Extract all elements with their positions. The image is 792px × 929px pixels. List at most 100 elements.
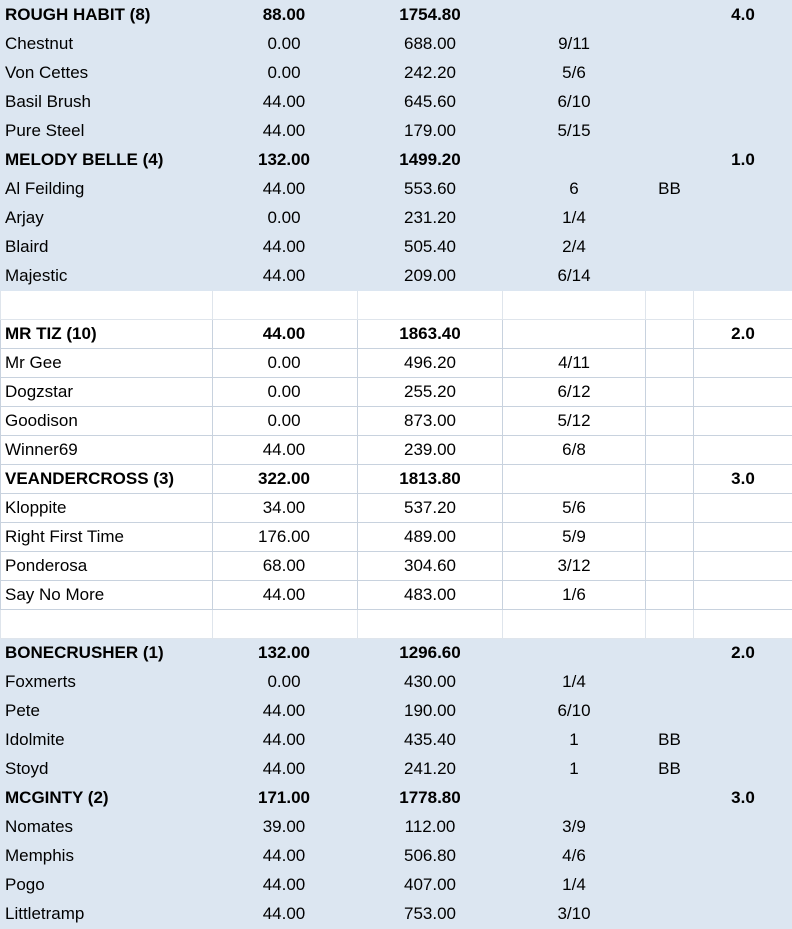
name-cell: Von Cettes — [1, 59, 213, 88]
flag-cell — [646, 784, 694, 813]
record-cell: 6/14 — [503, 262, 646, 291]
points-cell: 44.00 — [213, 755, 358, 784]
points-cell: 0.00 — [213, 407, 358, 436]
total-cell: 506.80 — [358, 842, 503, 871]
total-cell: 1499.20 — [358, 146, 503, 175]
points-cell: 44.00 — [213, 697, 358, 726]
total-cell — [358, 610, 503, 639]
total-cell: 1863.40 — [358, 320, 503, 349]
flag-cell — [646, 813, 694, 842]
name-cell: Chestnut — [1, 30, 213, 59]
record-cell — [503, 146, 646, 175]
points-cell: 0.00 — [213, 668, 358, 697]
record-cell — [503, 610, 646, 639]
name-cell: Al Feilding — [1, 175, 213, 204]
flag-cell — [646, 349, 694, 378]
score-cell — [694, 59, 792, 88]
record-cell: 6/12 — [503, 378, 646, 407]
total-cell: 537.20 — [358, 494, 503, 523]
score-cell — [694, 871, 792, 900]
record-cell — [503, 1, 646, 30]
total-cell: 1296.60 — [358, 639, 503, 668]
score-cell — [694, 610, 792, 639]
name-cell: Littletramp — [1, 900, 213, 929]
flag-cell — [646, 88, 694, 117]
record-cell: 5/15 — [503, 117, 646, 146]
total-cell: 1754.80 — [358, 1, 503, 30]
points-cell: 176.00 — [213, 523, 358, 552]
total-cell: 242.20 — [358, 59, 503, 88]
total-cell: 873.00 — [358, 407, 503, 436]
name-cell: Basil Brush — [1, 88, 213, 117]
points-cell: 44.00 — [213, 900, 358, 929]
flag-cell — [646, 523, 694, 552]
points-cell: 0.00 — [213, 349, 358, 378]
name-cell: Majestic — [1, 262, 213, 291]
total-cell: 688.00 — [358, 30, 503, 59]
record-cell: 1 — [503, 755, 646, 784]
total-cell: 753.00 — [358, 900, 503, 929]
score-cell — [694, 813, 792, 842]
flag-cell — [646, 465, 694, 494]
points-cell: 44.00 — [213, 436, 358, 465]
record-cell — [503, 639, 646, 668]
name-cell: Goodison — [1, 407, 213, 436]
total-cell: 239.00 — [358, 436, 503, 465]
flag-cell — [646, 117, 694, 146]
record-cell: 5/12 — [503, 407, 646, 436]
total-cell: 209.00 — [358, 262, 503, 291]
flag-cell — [646, 30, 694, 59]
total-cell: 241.20 — [358, 755, 503, 784]
flag-cell: BB — [646, 175, 694, 204]
score-cell — [694, 726, 792, 755]
name-cell — [1, 291, 213, 320]
total-cell: 483.00 — [358, 581, 503, 610]
blank-row — [1, 291, 792, 320]
flag-cell — [646, 900, 694, 929]
score-cell — [694, 291, 792, 320]
flag-cell — [646, 262, 694, 291]
score-cell — [694, 900, 792, 929]
flag-cell — [646, 320, 694, 349]
name-cell: Winner69 — [1, 436, 213, 465]
flag-cell — [646, 378, 694, 407]
name-cell: MELODY BELLE (4) — [1, 146, 213, 175]
total-cell: 407.00 — [358, 871, 503, 900]
total-cell: 1778.80 — [358, 784, 503, 813]
points-cell: 0.00 — [213, 204, 358, 233]
points-cell: 0.00 — [213, 30, 358, 59]
flag-cell — [646, 494, 694, 523]
name-cell — [1, 610, 213, 639]
score-cell — [694, 30, 792, 59]
flag-cell — [646, 291, 694, 320]
total-cell: 231.20 — [358, 204, 503, 233]
total-cell: 179.00 — [358, 117, 503, 146]
points-cell: 132.00 — [213, 146, 358, 175]
name-cell: Right First Time — [1, 523, 213, 552]
score-cell — [694, 233, 792, 262]
flag-cell: BB — [646, 755, 694, 784]
flag-cell — [646, 581, 694, 610]
flag-cell — [646, 233, 694, 262]
total-cell: 430.00 — [358, 668, 503, 697]
record-cell: 4/6 — [503, 842, 646, 871]
score-cell: 1.0 — [694, 146, 792, 175]
flag-cell — [646, 407, 694, 436]
record-cell: 6 — [503, 175, 646, 204]
record-cell: 5/6 — [503, 59, 646, 88]
points-cell: 44.00 — [213, 262, 358, 291]
score-cell: 2.0 — [694, 320, 792, 349]
points-cell: 44.00 — [213, 175, 358, 204]
record-cell — [503, 784, 646, 813]
total-cell: 304.60 — [358, 552, 503, 581]
